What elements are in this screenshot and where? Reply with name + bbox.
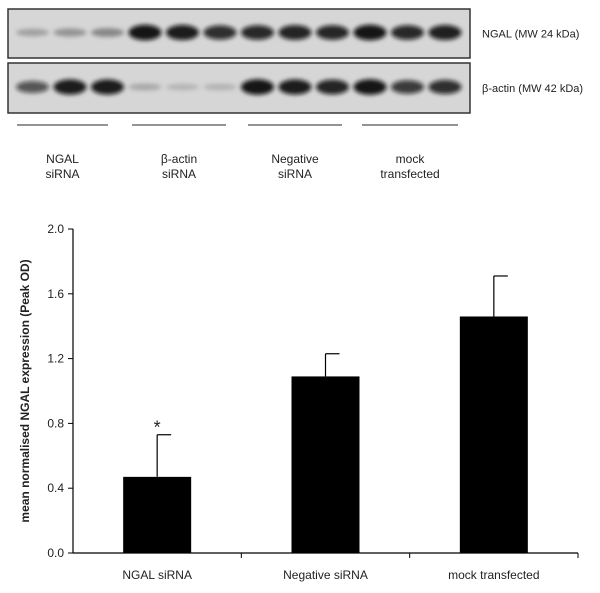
- blot-band: [353, 24, 387, 41]
- y-axis-label: mean normalised NGAL expression (Peak OD…: [18, 259, 32, 522]
- blot-band: [316, 79, 349, 95]
- y-tick-label: 0.0: [47, 546, 64, 560]
- blot-band: [53, 28, 87, 37]
- x-category-label: Negative siRNA: [283, 568, 368, 582]
- blot-strip-1: [7, 8, 471, 59]
- blot-band: [166, 83, 199, 91]
- lane-group-label: NGAL: [46, 152, 79, 166]
- blot-band: [241, 25, 274, 40]
- blot-band: [91, 28, 124, 37]
- blot-strip-2: [7, 62, 471, 114]
- lane-group-label: siRNA: [45, 167, 79, 181]
- bar: [291, 376, 360, 553]
- x-category-label: mock transfected: [448, 568, 539, 582]
- lane-group-label: mock: [396, 152, 426, 166]
- lane-group-label: β-actin: [161, 152, 197, 166]
- y-tick-label: 1.2: [47, 352, 64, 366]
- blot-band: [428, 79, 462, 95]
- y-tick-label: 0.4: [47, 481, 64, 495]
- lane-group-label: siRNA: [162, 167, 196, 181]
- lane-group-label: siRNA: [278, 167, 312, 181]
- bar: [123, 476, 192, 553]
- blot-band: [428, 25, 462, 41]
- lane-group-label: transfected: [380, 167, 439, 181]
- y-tick-label: 2.0: [47, 222, 64, 236]
- blot-band: [391, 25, 424, 40]
- blot-band: [353, 79, 387, 95]
- blot-band: [16, 28, 49, 37]
- blot-band: [278, 79, 312, 95]
- y-tick-label: 1.6: [47, 287, 64, 301]
- blot-band: [166, 24, 199, 41]
- lane-group-label: Negative: [271, 152, 319, 166]
- blot-band: [53, 79, 87, 95]
- blot-band-label: β-actin (MW 42 kDa): [482, 83, 583, 95]
- significance-marker: *: [154, 418, 161, 438]
- blot-band: [203, 83, 237, 91]
- blot-band: [128, 24, 162, 41]
- blot-band: [241, 79, 274, 95]
- blot-band: [16, 81, 49, 93]
- blot-band: [278, 25, 312, 40]
- western-blot-panel: NGAL (MW 24 kDa)β-actin (MW 42 kDa)NGALs…: [7, 8, 583, 181]
- blot-band-label: NGAL (MW 24 kDa): [482, 29, 579, 41]
- bar: [459, 316, 528, 553]
- blot-band: [203, 25, 237, 40]
- x-category-label: NGAL siRNA: [122, 568, 192, 582]
- blot-band: [91, 79, 124, 95]
- y-tick-label: 0.8: [47, 416, 64, 430]
- blot-band: [316, 25, 349, 40]
- blot-band: [391, 80, 424, 94]
- blot-band: [128, 83, 162, 91]
